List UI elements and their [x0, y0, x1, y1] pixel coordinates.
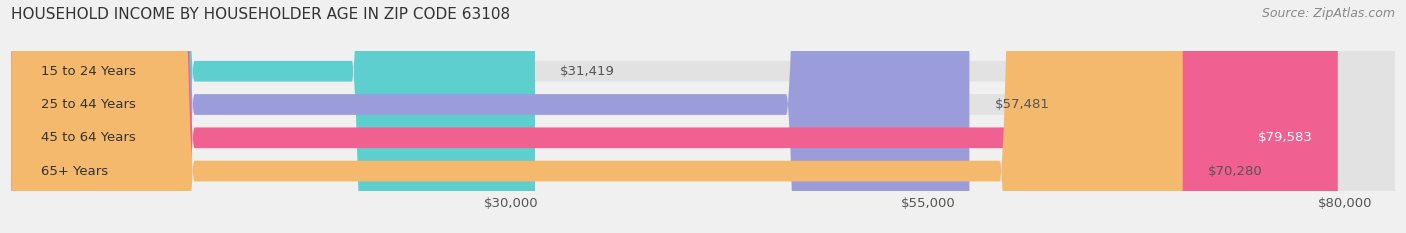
FancyBboxPatch shape [11, 0, 1337, 233]
Text: 15 to 24 Years: 15 to 24 Years [41, 65, 136, 78]
Text: $57,481: $57,481 [994, 98, 1049, 111]
FancyBboxPatch shape [11, 0, 1395, 233]
Text: 25 to 44 Years: 25 to 44 Years [41, 98, 136, 111]
Text: 45 to 64 Years: 45 to 64 Years [41, 131, 136, 144]
FancyBboxPatch shape [11, 0, 1395, 233]
Text: $70,280: $70,280 [1208, 164, 1263, 178]
FancyBboxPatch shape [11, 0, 1395, 233]
FancyBboxPatch shape [11, 0, 1395, 233]
Text: $31,419: $31,419 [560, 65, 614, 78]
Text: Source: ZipAtlas.com: Source: ZipAtlas.com [1261, 7, 1395, 20]
Text: 65+ Years: 65+ Years [41, 164, 108, 178]
FancyBboxPatch shape [11, 0, 534, 233]
FancyBboxPatch shape [11, 0, 1182, 233]
Text: HOUSEHOLD INCOME BY HOUSEHOLDER AGE IN ZIP CODE 63108: HOUSEHOLD INCOME BY HOUSEHOLDER AGE IN Z… [11, 7, 510, 22]
FancyBboxPatch shape [11, 0, 969, 233]
Text: $79,583: $79,583 [1258, 131, 1313, 144]
